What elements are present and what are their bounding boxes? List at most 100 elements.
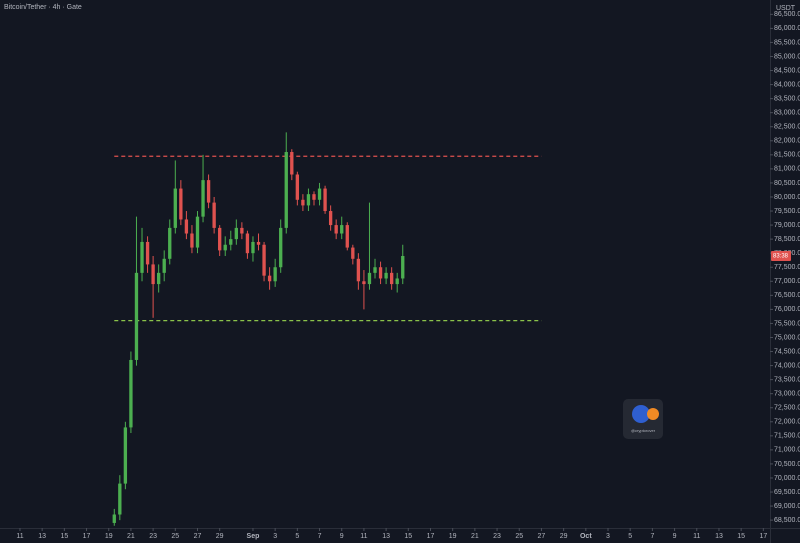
x-tick-label: 9 — [673, 533, 677, 540]
candle-body — [206, 180, 211, 203]
axis-unit: USDT — [776, 5, 796, 12]
y-tick-label: 83,500.0 — [774, 95, 800, 102]
candle-body — [279, 227, 283, 268]
candle-body — [118, 483, 122, 515]
y-tick-label: 81,500.0 — [774, 152, 800, 159]
candle-body — [251, 241, 255, 254]
x-tick-label: 21 — [127, 533, 135, 540]
logo-circle — [632, 405, 650, 423]
x-tick-label: 29 — [216, 533, 224, 540]
x-tick-label: 17 — [83, 533, 91, 540]
x-tick-label: 11 — [16, 533, 23, 540]
y-tick-label: 84,000.0 — [774, 81, 800, 88]
candle-body — [201, 180, 205, 217]
candle-body — [367, 272, 372, 285]
y-tick-label: 77,500.0 — [774, 264, 800, 271]
candle-body — [173, 188, 177, 228]
candle-body — [195, 216, 200, 248]
candle-body — [373, 267, 377, 273]
y-tick-label: 73,500.0 — [774, 376, 800, 383]
candle-body — [184, 219, 189, 234]
y-tick-label: 80,000.0 — [774, 194, 800, 201]
candle-body — [123, 427, 128, 484]
candle-body — [234, 227, 238, 240]
candle-body — [245, 233, 250, 254]
y-tick-label: 69,500.0 — [774, 489, 800, 496]
candle-body — [218, 227, 222, 251]
candle-body — [229, 239, 233, 245]
x-tick-label: Oct — [580, 533, 592, 540]
y-tick-label: 72,000.0 — [774, 419, 800, 426]
candle-body — [334, 225, 338, 234]
y-tick-label: 73,000.0 — [774, 391, 800, 398]
candle-body — [162, 258, 166, 273]
x-tick-label: 25 — [171, 533, 179, 540]
candle-body — [145, 241, 150, 265]
candle-body — [295, 174, 300, 200]
candle-body — [284, 152, 288, 228]
candle-body — [129, 359, 133, 428]
y-tick-label: 80,500.0 — [774, 180, 800, 187]
candle-body — [301, 199, 305, 206]
x-tick-label: Sep — [247, 533, 260, 540]
x-tick-label: 3 — [273, 533, 277, 540]
y-tick-label: 77,000.0 — [774, 278, 800, 285]
y-tick-label: 85,500.0 — [774, 39, 800, 46]
candle-body — [256, 241, 261, 245]
x-tick-label: 25 — [515, 533, 523, 540]
y-tick-label: 81,000.0 — [774, 166, 800, 173]
candle-body — [151, 264, 155, 285]
y-tick-label: 86,000.0 — [774, 25, 800, 32]
logo-coin — [647, 408, 659, 420]
candle-body — [179, 188, 183, 220]
candle-body — [168, 227, 172, 259]
x-tick-label: 5 — [295, 533, 299, 540]
logo-handle: @cryptorover — [631, 428, 656, 433]
candle-body — [240, 227, 244, 234]
y-tick-label: 70,500.0 — [774, 461, 800, 468]
x-tick-label: 11 — [360, 533, 367, 540]
x-tick-label: 13 — [382, 533, 390, 540]
candle-body — [401, 255, 405, 279]
x-tick-label: 7 — [318, 533, 322, 540]
candle-body — [328, 211, 333, 226]
y-tick-label: 76,000.0 — [774, 306, 800, 313]
x-tick-label: 27 — [194, 533, 202, 540]
x-tick-label: 29 — [560, 533, 568, 540]
x-tick-label: 15 — [60, 533, 68, 540]
x-tick-label: 15 — [737, 533, 745, 540]
candle-body — [290, 152, 294, 175]
price-tag-box — [771, 250, 791, 261]
y-tick-label: 78,500.0 — [774, 236, 800, 243]
y-tick-label: 69,000.0 — [774, 503, 800, 510]
x-tick-label: 7 — [650, 533, 654, 540]
y-tick-label: 75,500.0 — [774, 320, 800, 327]
candle-body — [273, 267, 277, 282]
candle-body — [306, 194, 311, 206]
x-tick-label: 27 — [538, 533, 546, 540]
x-tick-label: 17 — [759, 533, 767, 540]
candle-body — [323, 188, 327, 212]
chart-title: Bitcoin/Tether · 4h · Gate — [4, 4, 82, 11]
logo: @cryptorover — [623, 399, 663, 439]
price-tag: 83:38 — [773, 254, 789, 260]
candle-body — [134, 272, 139, 360]
candle-body — [212, 202, 216, 228]
x-tick-label: 13 — [715, 533, 723, 540]
candle-body — [262, 244, 266, 276]
candle-body — [362, 281, 366, 285]
candle-body — [312, 194, 316, 200]
candle-body — [356, 258, 361, 282]
x-tick-label: 15 — [404, 533, 412, 540]
candle-body — [389, 272, 394, 285]
candle-body — [378, 267, 383, 279]
candle-body — [156, 272, 161, 285]
candle-body — [317, 188, 322, 200]
x-tick-label: 19 — [449, 533, 457, 540]
y-tick-label: 72,500.0 — [774, 405, 800, 412]
y-tick-label: 71,000.0 — [774, 447, 800, 454]
x-tick-label: 19 — [105, 533, 113, 540]
y-tick-label: 82,500.0 — [774, 124, 800, 131]
